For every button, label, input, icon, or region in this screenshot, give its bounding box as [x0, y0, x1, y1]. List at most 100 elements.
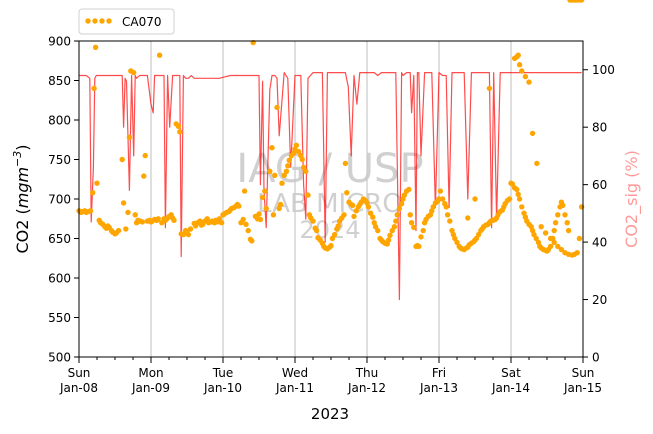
- co2-point: [281, 172, 287, 178]
- x-tick-label-day: Fri: [432, 366, 446, 380]
- watermark-line-3: 2024: [299, 216, 360, 244]
- co2-point: [187, 226, 194, 232]
- co2-point: [131, 69, 137, 76]
- co2-point: [393, 218, 399, 224]
- legend-marker-dot: [85, 18, 91, 24]
- co2-point: [367, 210, 374, 216]
- co2-point: [516, 61, 523, 68]
- co2-point: [578, 0, 585, 3]
- x-tick-label-day: Wed: [282, 366, 308, 380]
- co2-point: [387, 232, 393, 238]
- co2-point: [486, 85, 493, 92]
- co2-point: [558, 246, 565, 253]
- co2-point: [180, 231, 187, 238]
- co2-point: [87, 208, 94, 214]
- co2-point: [303, 168, 309, 174]
- co2-point: [349, 202, 356, 208]
- co2-point: [472, 196, 478, 202]
- co2-point: [443, 204, 449, 210]
- co2-point: [257, 216, 264, 223]
- co2-point: [328, 242, 334, 249]
- co2-point: [394, 212, 400, 218]
- y-left-label-close: ): [13, 144, 32, 150]
- x-tick-label-date: Jan-12: [347, 381, 386, 395]
- y-left-label-main: CO2 (: [13, 208, 32, 253]
- co2-point: [420, 227, 426, 234]
- y-axis-left: 500 550 600 650 700 750 800 850 900: [48, 35, 79, 365]
- co2-point: [285, 163, 291, 169]
- co2-point: [132, 212, 138, 218]
- x-axis-label: 2023: [311, 405, 349, 423]
- co2-point: [123, 226, 129, 232]
- legend-marker-dot: [92, 18, 98, 24]
- co2-point: [249, 238, 255, 244]
- co2-point: [370, 214, 376, 220]
- y-right-tick-label: 80: [592, 121, 607, 135]
- co2-point: [185, 231, 192, 238]
- legend-box: [78, 8, 175, 35]
- y-right-tick-label: 40: [592, 236, 607, 250]
- y-left-tick-label: 900: [48, 35, 71, 49]
- y-left-tick-label: 600: [48, 272, 71, 286]
- series-co2-sig: [79, 71, 582, 301]
- co2-point: [241, 188, 248, 194]
- series-ca070: [76, 0, 585, 258]
- co2-point: [385, 237, 392, 243]
- co2-point: [514, 186, 520, 193]
- co2-point: [375, 227, 381, 234]
- co2-point: [177, 129, 183, 135]
- co2-point: [91, 85, 97, 92]
- co2-point: [401, 192, 408, 198]
- co2-point: [365, 204, 372, 210]
- co2-point: [444, 212, 451, 218]
- co2-sig-line: [79, 71, 582, 301]
- co2-point: [391, 224, 398, 230]
- co2-point: [263, 205, 269, 212]
- co2-point: [447, 218, 453, 224]
- co2-point: [406, 186, 412, 193]
- co2-point: [267, 168, 273, 174]
- legend-label-ca070: CA070: [122, 15, 162, 29]
- x-axis: SunJan-08MonJan-09TueJan-10WedJan-11ThuJ…: [59, 357, 602, 395]
- co2-point: [529, 130, 536, 137]
- co2-point: [115, 227, 122, 234]
- co2-point: [560, 202, 566, 208]
- co2-point: [565, 227, 572, 234]
- co2-point: [236, 203, 242, 209]
- y-right-tick-label: 100: [592, 63, 615, 77]
- co2-point: [516, 196, 523, 202]
- co2-point: [295, 148, 302, 155]
- co2-point: [126, 134, 133, 141]
- y-left-tick-label: 850: [48, 74, 71, 88]
- co2-point: [344, 190, 350, 196]
- co2-point: [243, 221, 249, 227]
- co2-point: [293, 142, 300, 148]
- co2-point: [341, 212, 347, 218]
- co2-point: [408, 220, 415, 226]
- x-tick-label-date: Jan-11: [275, 381, 314, 395]
- co2-point: [555, 212, 561, 218]
- co2-point: [562, 212, 568, 218]
- co2-point: [564, 220, 570, 226]
- legend-marker-dot: [99, 18, 105, 24]
- x-tick-label-day: Thu: [355, 366, 379, 380]
- legend-marker-dot: [106, 18, 112, 24]
- co2-point: [407, 212, 413, 218]
- co2-point: [286, 157, 292, 163]
- co2-point: [555, 243, 561, 250]
- co2-point: [274, 104, 280, 111]
- co2-point: [90, 190, 96, 196]
- co2-point: [439, 196, 446, 202]
- x-tick-label-day: Sun: [68, 366, 91, 380]
- y-right-tick-label: 20: [592, 293, 607, 307]
- y-left-label-exponent: −3: [11, 151, 24, 167]
- co2-point: [125, 209, 131, 216]
- y-left-tick-label: 750: [48, 153, 71, 167]
- co2-point: [515, 52, 521, 58]
- co2-point: [92, 44, 99, 50]
- co2-point: [542, 230, 549, 236]
- x-tick-label-date: Jan-09: [131, 381, 170, 395]
- co2-point: [331, 231, 338, 238]
- x-tick-label-date: Jan-14: [491, 381, 530, 395]
